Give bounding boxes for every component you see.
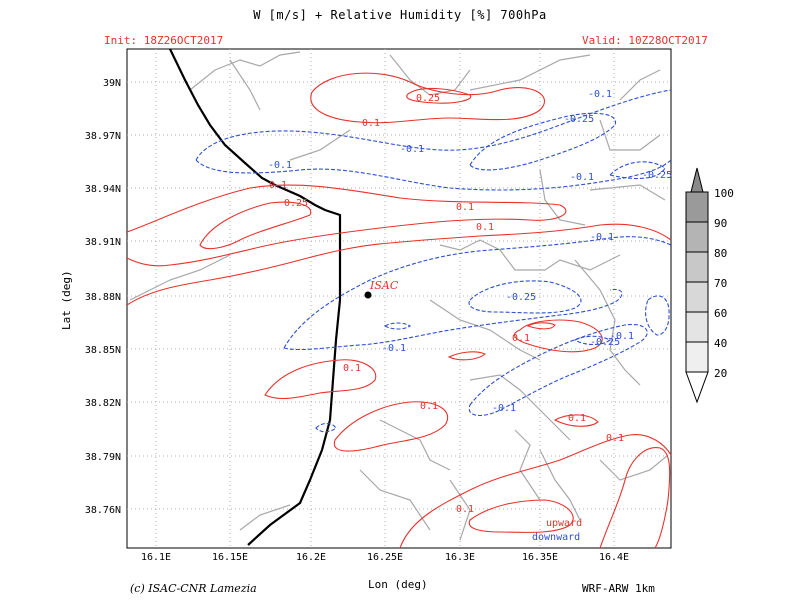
x-tick-labels: 16.1E 16.15E 16.2E 16.25E 16.3E 16.35E 1… [141,552,629,563]
downward-labels: -0.1 -0.25 -0.1 -0.1 -0.25 -0.1 -0.1 -0.… [268,89,672,414]
init-time: Init: 18Z26OCT2017 [104,34,224,47]
y-tick-label: 39N [103,78,121,89]
x-axis-label: Lon (deg) [368,578,428,591]
contour-label: -0.25 [564,114,594,125]
y-tick-label: 38.88N [85,292,121,303]
roads [129,51,669,541]
contour-label: -0.1 [382,343,406,354]
legend-upward: upward [546,518,582,529]
plot-title: W [m/s] + Relative Humidity [%] 700hPa [253,8,547,22]
colorbar-label: 60 [714,307,727,320]
valid-time: Valid: 10Z28OCT2017 [582,34,708,47]
y-tick-label: 38.85N [85,345,121,356]
contour-label: -0.25 [590,337,620,348]
y-tick-label: 38.94N [85,184,121,195]
upward-labels: 0.25 0.1 0.1 0.25 0.1 0.1 0.1 0.1 0.1 0.… [269,93,624,515]
y-tick-labels: 39N 38.97N 38.94N 38.91N 38.88N 38.85N 3… [85,78,121,516]
contour-label: 0.1 [606,433,624,444]
contour-label: 0.1 [362,118,380,129]
colorbar-label: 80 [714,247,727,260]
contour-label: 0.25 [416,93,440,104]
colorbar-label: 70 [714,277,727,290]
x-tick-label: 16.3E [445,552,475,563]
contour-label: -0.1 [588,89,612,100]
colorbar-label: 100 [714,187,734,200]
model-name: WRF-ARW 1km [582,582,655,595]
grid [127,49,671,548]
isac-station-label: ISAC [369,279,399,292]
contour-label: -0.25 [642,170,672,181]
contour-label: 0.1 [269,180,287,191]
contour-label: 0.1 [420,401,438,412]
x-tick-label: 16.35E [522,552,558,563]
y-axis-label: Lat (deg) [60,270,73,330]
contour-label: 0.1 [343,363,361,374]
x-tick-label: 16.25E [367,552,403,563]
y-tick-label: 38.91N [85,237,121,248]
contour-label: 0.1 [476,222,494,233]
y-tick-label: 38.79N [85,452,121,463]
downward-contours [195,89,672,433]
y-tick-label: 38.76N [85,505,121,516]
credit-text: (c) ISAC-CNR Lamezia [130,582,257,595]
colorbar-labels: 100 90 80 70 60 40 20 [714,187,734,380]
colorbar-label: 90 [714,217,727,230]
contour-label: 0.1 [456,202,474,213]
contour-label: -0.1 [400,144,424,155]
coastline [169,48,342,546]
colorbar-label: 20 [714,367,727,380]
contour-label: -0.1 [610,331,634,342]
contour-label: 0.25 [284,198,308,209]
y-tick-label: 38.82N [85,398,121,409]
contour-label: -0.1 [570,172,594,183]
x-tick-label: 16.4E [599,552,629,563]
contour-label: 0.1 [568,413,586,424]
map-frame [126,48,672,549]
colorbar [685,167,709,404]
legend-downward: downward [532,532,580,543]
colorbar-label: 40 [714,337,727,350]
x-tick-label: 16.15E [212,552,248,563]
contour-label: -0.1 [492,403,516,414]
y-tick-label: 38.97N [85,131,121,142]
x-tick-label: 16.2E [296,552,326,563]
contour-label: 0.1 [456,504,474,515]
isac-station-marker [364,291,372,299]
upward-contours [126,72,672,549]
x-tick-label: 16.1E [141,552,171,563]
contour-label: -0.1 [590,232,614,243]
contour-label: 0.1 [512,333,530,344]
contour-label: -0.1 [268,160,292,171]
contour-label: -0.25 [506,292,536,303]
